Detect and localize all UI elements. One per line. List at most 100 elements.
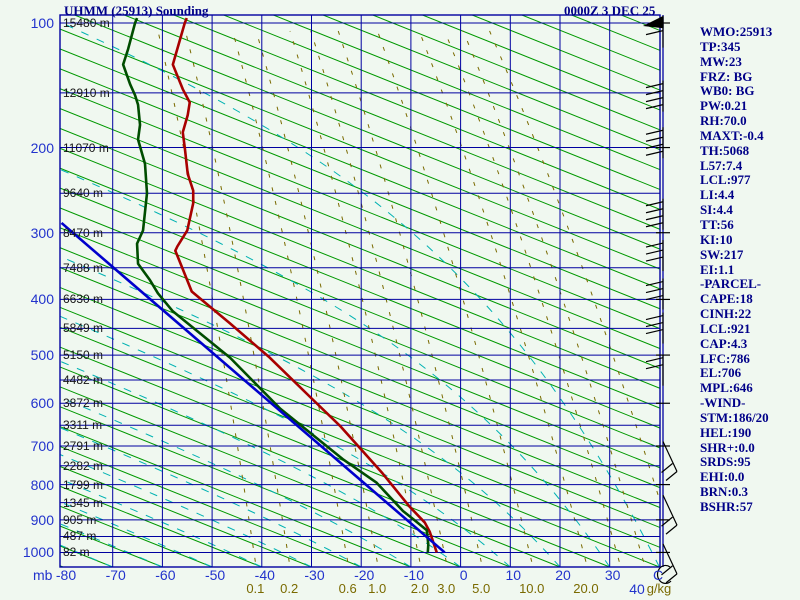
panel-line: KI:10 (700, 231, 733, 247)
height-label: 5849 m (63, 321, 104, 336)
panel-line: RH:70.0 (700, 113, 747, 129)
moist-adiabat (60, 168, 611, 567)
height-label: 7488 m (63, 260, 104, 275)
panel-line: -PARCEL- (700, 276, 762, 292)
panel-line: -WIND- (700, 395, 746, 411)
dry-adiabat (60, 147, 660, 389)
temp-label: -20 (354, 567, 375, 583)
dry-adiabat (60, 88, 660, 330)
wind-barb (645, 240, 664, 272)
panel-line: WB0: BG (700, 83, 755, 99)
dry-adiabat (173, 15, 660, 210)
dry-adiabat (60, 48, 660, 290)
mixing-ratio-label: 0.1 (246, 581, 265, 596)
pressure-label: 800 (30, 476, 54, 493)
wind-barb (645, 127, 664, 159)
temp-label: 0 (459, 567, 468, 583)
height-label: 3872 m (63, 396, 104, 411)
height-label: 82 m (63, 545, 90, 560)
panel-line: LI:4.4 (700, 187, 735, 203)
panel-line: MW:23 (700, 53, 742, 69)
height-label: 2791 m (63, 439, 104, 453)
dry-adiabat (60, 465, 312, 567)
panel-line: SI:4.4 (700, 202, 733, 218)
wind-barb (661, 543, 678, 584)
dry-adiabat (60, 326, 660, 567)
temp-label: 10 (505, 567, 522, 583)
temp-label: -50 (204, 567, 226, 583)
height-label: 4482 m (63, 372, 104, 387)
page-title: UHMM (25913) Sounding (64, 3, 209, 18)
dry-adiabat (60, 108, 660, 350)
dry-adiabat (60, 227, 660, 469)
dry-adiabat (273, 15, 660, 171)
mixing-ratio-line (157, 30, 256, 562)
dewpoint-curve (121, 17, 430, 553)
dry-adiabat (60, 267, 660, 509)
temp-label: -80 (55, 567, 77, 583)
panel-line: EI:1.1 (700, 261, 735, 277)
mixing-ratio-line (489, 30, 660, 503)
panel-line: CAPE:18 (700, 291, 753, 307)
pressure-unit-label: mb (33, 567, 53, 583)
panel-line: L57:7.4 (700, 157, 743, 173)
pressure-label: 700 (30, 438, 54, 454)
mixing-ratio-line (255, 30, 378, 562)
dry-adiabat (60, 286, 660, 529)
moist-adiabat (60, 501, 213, 567)
panel-line: LCL:921 (700, 320, 751, 336)
temp-label: -10 (403, 567, 425, 583)
temp-label: -30 (304, 567, 325, 583)
height-label: 1799 m (63, 477, 104, 492)
temp-unit-label: C (652, 567, 664, 583)
temp-label: -40 (254, 567, 275, 583)
wind-barb (645, 354, 664, 386)
panel-line: TH:5068 (700, 142, 750, 158)
pressure-label: 1000 (22, 544, 54, 561)
mixing-ratio-label: 20.0 (573, 581, 599, 596)
pressure-label: 600 (30, 395, 54, 412)
mixing-ratio-line (377, 30, 533, 562)
mixing-ratio-label: 1.0 (368, 581, 387, 596)
mixing-ratio-label: 10.0 (519, 581, 545, 596)
panel-line: EL:706 (700, 365, 742, 381)
mixing-ratio-line (462, 30, 645, 562)
panel-line: BSHR:57 (700, 499, 753, 514)
panel-line: CAP:4.3 (700, 335, 748, 351)
moist-adiabat (60, 478, 263, 567)
mixing-ratio-label: 0.6 (338, 581, 357, 596)
dry-adiabat (60, 207, 660, 449)
temp-label: 20 (555, 567, 571, 583)
temp-label: 30 (604, 567, 621, 583)
valid-time-label: 0000Z 3 DEC 25 (564, 3, 656, 18)
dry-adiabat (60, 167, 660, 409)
indices-panel: WMO:25913 TP:345 MW:23 FRZ: BG WB0: BG PW:0.2… (700, 24, 772, 515)
grid-layer (59, 14, 661, 568)
height-label: 5150 m (63, 348, 104, 363)
dry-adiabat (223, 15, 660, 191)
height-label: 905 m (63, 512, 97, 527)
height-label: 2282 m (63, 458, 104, 473)
pressure-label: 300 (30, 224, 54, 241)
wind-barb (642, 15, 664, 48)
wind-barb (645, 80, 664, 112)
dry-adiabat (60, 306, 660, 548)
panel-line: FRZ: BG (700, 68, 753, 84)
dry-adiabat (322, 15, 660, 151)
moist-adiabat (60, 360, 461, 567)
pressure-label: 900 (30, 511, 54, 528)
dry-adiabat (60, 346, 610, 567)
pressure-label: 400 (30, 291, 54, 308)
height-label: 11070 m (63, 140, 109, 155)
height-label: 12910 m (63, 85, 110, 100)
dry-adiabat (60, 247, 660, 489)
dry-adiabat (60, 426, 412, 567)
height-label: 3311 m (63, 418, 103, 433)
panel-line: SW:217 (700, 246, 744, 262)
moist-adiabat (60, 396, 412, 567)
dry-adiabat (60, 187, 660, 429)
mixing-ratio-line (444, 30, 620, 562)
wind-barb (661, 441, 678, 481)
